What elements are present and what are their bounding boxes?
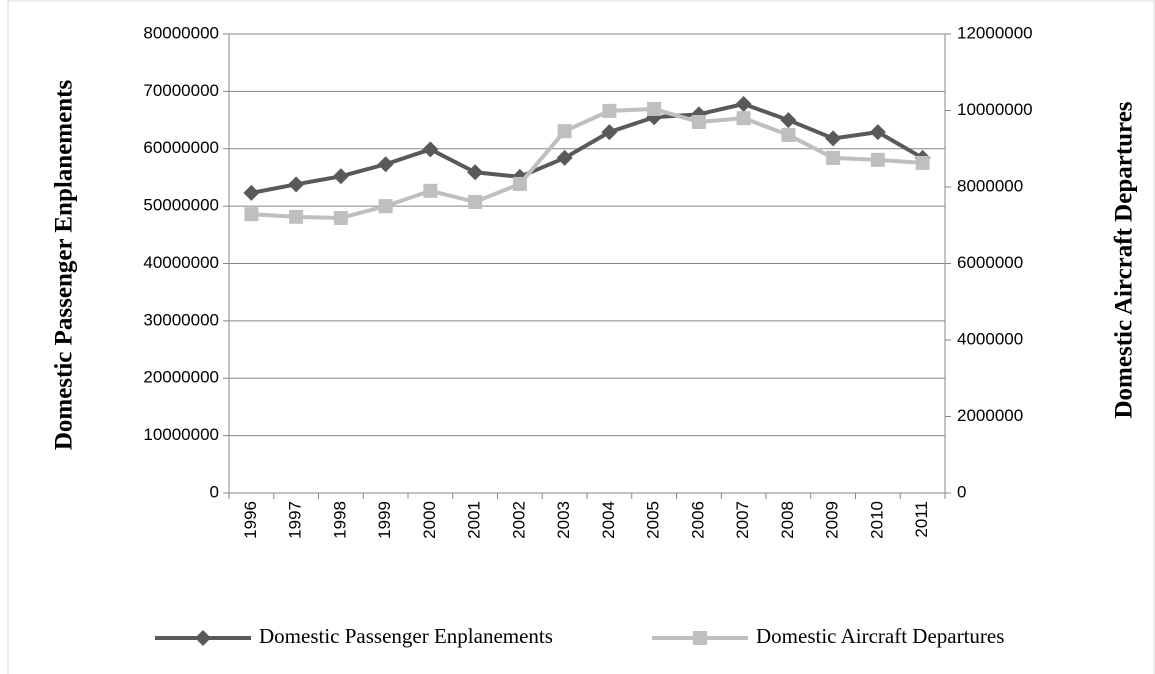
y2-axis-title: Domestic Aircraft Departures [1111, 101, 1138, 418]
y-tick-label: 0 [210, 482, 219, 501]
x-tick-label: 1998 [330, 501, 349, 539]
marker [557, 124, 572, 139]
chart-border [7, 0, 1155, 674]
marker [601, 124, 618, 141]
x-tick-label: 1997 [286, 501, 305, 539]
x-tick-label: 1999 [375, 501, 394, 539]
y-tick-label: 80000000 [143, 23, 219, 42]
marker [423, 183, 438, 198]
legend-label: Domestic Aircraft Departures [756, 624, 1004, 648]
x-tick-label: 2004 [599, 501, 618, 539]
marker [736, 111, 751, 126]
marker [556, 149, 573, 166]
x-tick-label: 2006 [688, 501, 707, 539]
series-line [251, 106, 923, 220]
marker [467, 164, 484, 181]
marker [468, 194, 483, 209]
y-tick-label: 10000000 [143, 425, 219, 444]
x-tick-label: 2003 [554, 501, 573, 539]
y2-tick-label: 4000000 [957, 329, 1023, 348]
x-tick-label: 2009 [823, 501, 842, 539]
y-tick-label: 40000000 [143, 253, 219, 272]
marker [870, 152, 885, 167]
marker [825, 130, 842, 147]
marker [333, 210, 348, 225]
marker [780, 112, 797, 129]
marker [332, 168, 349, 185]
x-tick-label: 2002 [509, 501, 528, 539]
marker [781, 127, 796, 142]
y-tick-label: 60000000 [143, 138, 219, 157]
y2-tick-label: 6000000 [957, 253, 1023, 272]
marker [691, 114, 706, 129]
marker [647, 101, 662, 116]
marker [378, 199, 393, 214]
marker [244, 207, 259, 222]
marker [288, 176, 305, 193]
y2-tick-label: 8000000 [957, 176, 1023, 195]
x-tick-label: 2010 [867, 501, 886, 539]
y2-tick-label: 10000000 [957, 100, 1033, 119]
x-tick-label: 2011 [912, 501, 931, 538]
legend-label: Domestic Passenger Enplanements [259, 624, 553, 648]
legend-marker [693, 631, 707, 645]
x-tick-label: 2000 [420, 501, 439, 539]
y2-tick-label: 12000000 [957, 23, 1033, 42]
marker [512, 176, 527, 191]
marker [377, 156, 394, 173]
marker [602, 103, 617, 118]
x-tick-label: 2008 [778, 501, 797, 539]
x-tick-label: 1996 [241, 501, 260, 539]
marker [289, 209, 304, 224]
y-tick-label: 20000000 [143, 368, 219, 387]
y2-tick-label: 2000000 [957, 406, 1023, 425]
y-tick-label: 50000000 [143, 196, 219, 215]
marker [243, 184, 260, 201]
x-tick-label: 2005 [644, 501, 663, 539]
legend-marker [195, 630, 211, 646]
marker [869, 124, 886, 141]
y-axis-title: Domestic Passenger Enplanements [51, 80, 78, 451]
y-tick-label: 70000000 [143, 81, 219, 100]
y-tick-label: 30000000 [143, 310, 219, 329]
marker [735, 95, 752, 112]
y2-tick-label: 0 [957, 482, 966, 501]
series-line [250, 101, 924, 195]
marker [915, 155, 930, 170]
marker [422, 141, 439, 158]
marker [826, 150, 841, 165]
x-tick-label: 2001 [465, 501, 484, 539]
x-tick-label: 2007 [733, 501, 752, 539]
